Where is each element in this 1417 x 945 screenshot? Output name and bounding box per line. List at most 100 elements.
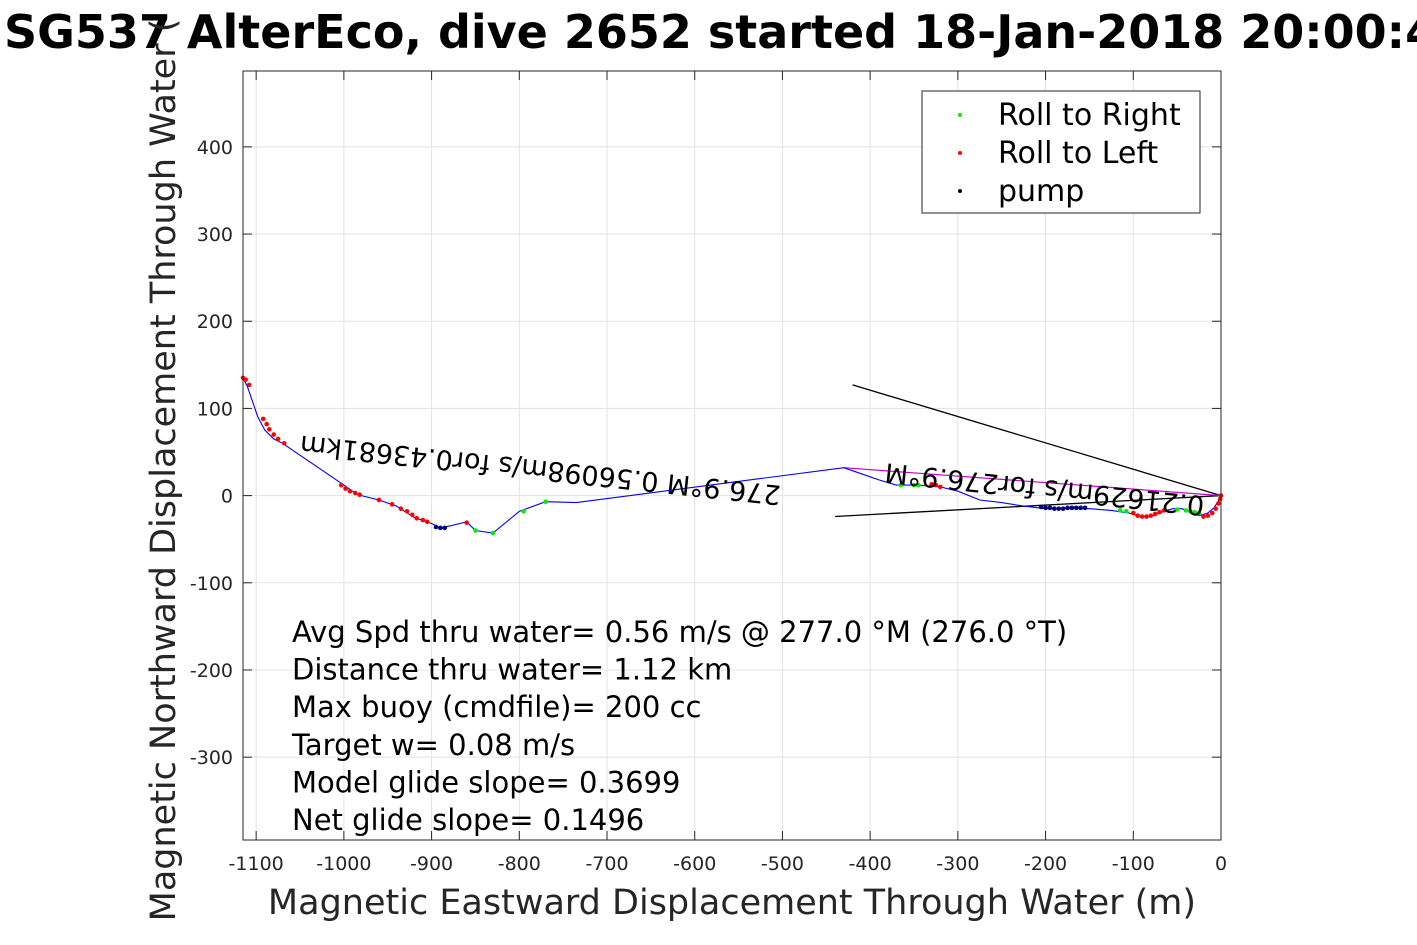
pump-point <box>442 525 448 531</box>
roll-to-left-point <box>938 484 943 490</box>
roll-to-right-point <box>1196 510 1202 516</box>
pump-point <box>438 525 443 531</box>
pump-point <box>433 524 439 530</box>
pump-point <box>1043 505 1048 511</box>
legend-box <box>921 90 1201 214</box>
roll-to-right-point <box>521 509 526 514</box>
roll-to-left-point <box>1130 510 1136 516</box>
roll-to-left-point <box>398 506 404 511</box>
roll-to-left-point <box>1135 513 1140 518</box>
y-tick-label: 300 <box>197 224 233 246</box>
pump-point <box>1082 505 1088 511</box>
annotation-block: Avg Spd thru water= 0.56 m/s @ 277.0 °M … <box>291 615 1067 837</box>
pump-point <box>1047 505 1053 511</box>
roll-to-right-point <box>1174 507 1180 512</box>
pump-point <box>1052 506 1057 511</box>
roll-to-left-point <box>376 497 382 503</box>
chart-title: SG537 AlterEco, dive 2652 started 18-Jan… <box>4 5 1417 59</box>
x-tick-label: -700 <box>585 853 628 875</box>
legend-marker-roll-left <box>958 151 962 155</box>
current-line <box>843 467 1222 497</box>
roll-to-right-point <box>543 499 548 505</box>
legend-label-roll-left: Roll to Left <box>998 136 1158 171</box>
pump-point <box>1073 505 1079 511</box>
x-tick-label: -800 <box>498 853 541 875</box>
roll-to-left-point <box>275 436 281 442</box>
roll-to-left-point <box>929 481 934 487</box>
y-tick-label: -100 <box>190 573 233 595</box>
x-axis-label: Magnetic Eastward Displacement Through W… <box>268 883 1196 923</box>
roll-to-left-point <box>1148 513 1154 518</box>
annotation-line: Net glide slope= 0.1496 <box>292 803 644 837</box>
roll-to-left-point <box>281 440 287 446</box>
pump-point <box>1065 505 1070 511</box>
annotation-line: Model glide slope= 0.3699 <box>292 765 680 799</box>
pump-point <box>1038 504 1044 510</box>
roll-to-left-point <box>357 492 362 498</box>
annotation-line: Distance thru water= 1.12 km <box>292 653 732 687</box>
roll-to-left-point <box>1209 510 1215 516</box>
roll-to-left-point <box>464 520 469 525</box>
roll-to-left-point <box>1139 514 1145 519</box>
roll-to-left-point <box>352 490 358 496</box>
roll-to-left-point <box>338 482 344 488</box>
legend-label-roll-right: Roll to Right <box>998 98 1181 133</box>
pump-point <box>1069 505 1075 511</box>
roll-to-left-point <box>347 488 353 494</box>
roll-to-right-point <box>1123 509 1129 514</box>
pump-point <box>1056 506 1062 511</box>
roll-to-left-point <box>389 502 395 507</box>
roll-to-right-point <box>473 528 478 533</box>
roll-to-left-point <box>933 482 939 488</box>
roll-to-left-point <box>1216 501 1221 506</box>
legend-label-pump: pump <box>998 174 1084 209</box>
roll-to-right-point <box>911 482 917 488</box>
heading-line <box>852 384 1222 497</box>
x-tick-label: -600 <box>673 853 716 875</box>
roll-to-right-point <box>1117 508 1123 513</box>
roll-to-right-point <box>490 530 496 536</box>
x-tick-label: -400 <box>849 853 892 875</box>
y-tick-label: -200 <box>190 660 233 682</box>
y-tick-label: -300 <box>190 747 233 769</box>
roll-to-right-point <box>916 482 921 488</box>
roll-to-left-point <box>1157 509 1162 515</box>
roll-to-left-point <box>264 421 269 427</box>
roll-to-left-point <box>260 416 266 422</box>
roll-to-left-point <box>420 517 426 523</box>
roll-to-left-point <box>409 512 415 518</box>
axis-ticks: -1100 -1000 -900 -800 -700 -600 -500 -400 -300 -2… <box>190 71 1227 875</box>
roll-to-right-point <box>898 482 904 488</box>
roll-to-left-point <box>414 515 419 521</box>
roll-to-left-point <box>243 377 248 382</box>
x-tick-label: -500 <box>761 853 804 875</box>
pump-point <box>1060 506 1066 511</box>
plot-frame <box>242 70 1222 841</box>
y-tick-label: 200 <box>197 311 233 333</box>
x-tick-label: 0 <box>1215 853 1227 875</box>
roll-to-left-point <box>424 519 430 525</box>
legend-marker-roll-right <box>958 113 962 117</box>
roll-to-left-point <box>1144 514 1149 519</box>
y-tick-label: 0 <box>221 486 233 508</box>
roll-to-left-point <box>343 486 348 491</box>
roll-to-left-point <box>404 509 410 514</box>
data-markers <box>240 375 1224 536</box>
x-tick-label: -900 <box>410 853 453 875</box>
x-tick-label: -1000 <box>316 853 371 875</box>
x-tick-label: -300 <box>936 853 979 875</box>
roll-to-left-point <box>1201 514 1206 519</box>
annotation-line: Avg Spd thru water= 0.56 m/s @ 277.0 °M … <box>292 615 1067 649</box>
y-tick-label: 400 <box>197 137 233 159</box>
roll-to-right-point <box>1183 508 1189 513</box>
heading-line <box>835 494 1222 518</box>
roll-to-left-point <box>267 427 272 432</box>
annotation-line: Target w= 0.08 m/s <box>291 728 575 762</box>
roll-to-left-point <box>1213 506 1219 511</box>
roll-to-left-point <box>1161 508 1167 513</box>
x-tick-label: -1100 <box>229 853 284 875</box>
roll-to-left-point <box>1205 513 1211 518</box>
pump-point <box>1078 505 1083 511</box>
roll-to-right-point <box>1192 509 1197 515</box>
